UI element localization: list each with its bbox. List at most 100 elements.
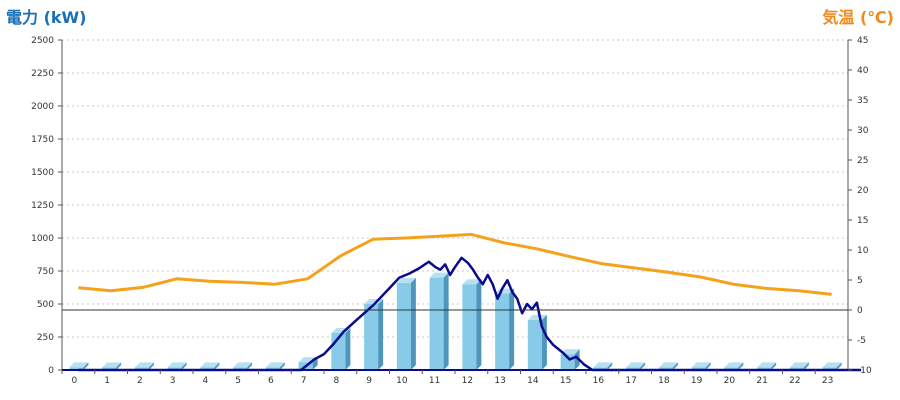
power-bar <box>495 288 515 370</box>
bar-top <box>102 362 122 368</box>
x-tick-label: 8 <box>334 376 340 386</box>
right-tick-label: -10 <box>857 366 872 376</box>
bar-front <box>364 304 379 370</box>
bar-front <box>626 367 641 370</box>
bar-top <box>462 279 482 285</box>
bar-side <box>312 357 318 370</box>
bar-front <box>265 367 280 370</box>
power-line <box>78 256 862 372</box>
bar-side <box>541 314 547 370</box>
power-bar <box>396 277 416 370</box>
bar-side <box>640 362 646 370</box>
chart-axes <box>61 40 849 371</box>
bar-top <box>265 362 285 368</box>
right-tick-label: 35 <box>857 96 868 106</box>
x-tick-label: 18 <box>658 376 670 386</box>
bar-side <box>247 362 253 370</box>
power-bar <box>527 314 547 370</box>
bar-front <box>429 277 444 370</box>
right-tick-label: 0 <box>857 306 863 316</box>
x-tick-label: 21 <box>756 376 767 386</box>
bar-side <box>771 362 777 370</box>
bar-top <box>822 362 842 368</box>
right-tick-label: 20 <box>857 186 869 196</box>
x-tick-label: 17 <box>625 376 636 386</box>
right-tick-label: 40 <box>857 66 869 76</box>
left-tick-label: 2000 <box>31 102 54 112</box>
bar-side <box>738 362 744 370</box>
power-bar <box>69 362 89 370</box>
x-tick-label: 23 <box>822 376 833 386</box>
x-tick-label: 20 <box>724 376 736 386</box>
power-bar <box>724 362 744 370</box>
x-tick-label: 11 <box>429 376 440 386</box>
right-tick-label: 45 <box>857 36 868 46</box>
right-tick-label: -5 <box>857 336 866 346</box>
bar-front <box>102 367 117 370</box>
bar-top <box>396 277 416 283</box>
bar-side <box>574 349 580 370</box>
bar-side <box>607 362 613 370</box>
bar-front <box>167 367 182 370</box>
bar-side <box>410 277 416 370</box>
x-tick-label: 9 <box>366 376 372 386</box>
x-tick-label: 19 <box>691 376 703 386</box>
left-axis-title: 電力 (kW) <box>6 8 87 27</box>
bar-side <box>443 272 449 370</box>
x-tick-label: 10 <box>396 376 408 386</box>
bar-top <box>691 362 711 368</box>
bar-side <box>509 288 515 370</box>
left-tick-label: 750 <box>37 267 54 277</box>
bar-side <box>803 362 809 370</box>
bar-front <box>527 319 542 370</box>
bar-front <box>462 284 477 370</box>
bar-side <box>705 362 711 370</box>
right-tick-label: 5 <box>857 276 863 286</box>
x-tick-label: 0 <box>72 376 78 386</box>
power-bar <box>167 362 187 370</box>
power-bar <box>200 362 220 370</box>
power-bar <box>593 362 613 370</box>
x-tick-label: 6 <box>268 376 274 386</box>
bar-front <box>724 367 739 370</box>
bar-front <box>69 367 84 370</box>
chart-ticks: 02505007501000125015001750200022502500-1… <box>31 36 872 386</box>
bar-top <box>724 362 744 368</box>
power-bar <box>134 362 154 370</box>
bar-top <box>200 362 220 368</box>
bar-side <box>181 362 187 370</box>
bar-side <box>672 362 678 370</box>
power-bar <box>364 299 384 370</box>
power-bar <box>626 362 646 370</box>
bar-side <box>83 362 89 370</box>
bar-front <box>593 367 608 370</box>
bar-side <box>116 362 122 370</box>
bar-side <box>279 362 285 370</box>
bar-side <box>378 299 384 370</box>
bar-top <box>593 362 613 368</box>
bar-front <box>396 282 411 370</box>
x-tick-label: 15 <box>560 376 571 386</box>
bar-front <box>757 367 772 370</box>
left-tick-label: 1500 <box>31 168 54 178</box>
x-tick-label: 13 <box>494 376 505 386</box>
bar-front <box>691 367 706 370</box>
bar-front <box>134 367 149 370</box>
power-bar <box>102 362 122 370</box>
left-tick-label: 1250 <box>31 201 54 211</box>
bar-side <box>214 362 220 370</box>
bar-side <box>476 279 482 370</box>
power-bars <box>69 272 842 370</box>
right-tick-label: 15 <box>857 216 868 226</box>
power-bar <box>691 362 711 370</box>
x-tick-label: 14 <box>527 376 539 386</box>
x-tick-label: 7 <box>301 376 307 386</box>
x-tick-label: 2 <box>137 376 143 386</box>
power-bar <box>265 362 285 370</box>
bar-front <box>495 293 510 370</box>
left-tick-label: 1750 <box>31 135 54 145</box>
bar-top <box>134 362 154 368</box>
bar-front <box>789 367 804 370</box>
power-bar <box>789 362 809 370</box>
